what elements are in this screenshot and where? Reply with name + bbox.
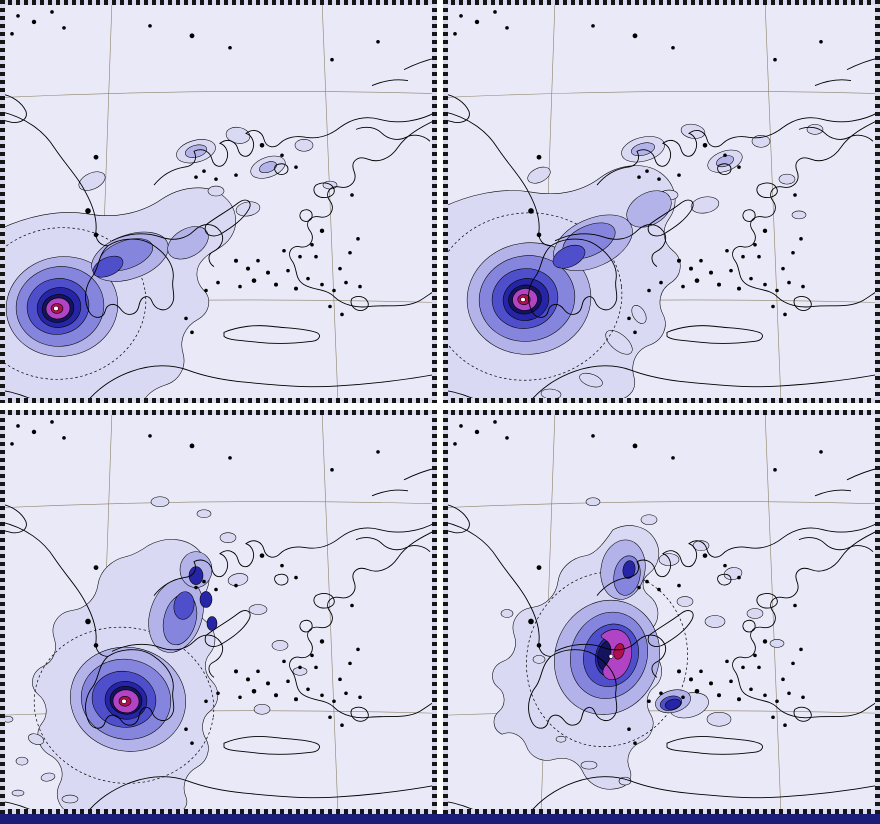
sea-background (443, 410, 880, 814)
tick-border-bottom (0, 809, 437, 814)
coastline-layer (443, 57, 880, 403)
contour-layer (443, 123, 824, 403)
tick-border-top (443, 0, 880, 5)
tick-border-left (0, 410, 5, 814)
tick-border-left (0, 0, 5, 403)
coastline-layer (0, 57, 437, 403)
tick-border-right (875, 410, 880, 814)
island-dots-layer (453, 10, 823, 335)
map-panel-lower-right (443, 410, 880, 814)
contour-layer (492, 497, 785, 790)
map-canvas-lower-right (443, 410, 880, 814)
tick-border-left (443, 0, 448, 403)
tick-border-bottom (0, 398, 437, 403)
map-canvas-upper-left (0, 0, 437, 403)
map-panel-upper-right (443, 0, 880, 403)
tick-border-top (0, 0, 437, 5)
tick-border-bottom (443, 809, 880, 814)
tick-border-right (432, 410, 437, 814)
map-panel-lower-left (0, 410, 437, 814)
tick-border-right (875, 0, 880, 403)
map-canvas-lower-left (0, 410, 437, 814)
map-canvas-upper-right (443, 0, 880, 403)
island-dots-layer (10, 420, 380, 745)
tick-border-bottom (443, 398, 880, 403)
island-dots-layer (453, 420, 823, 745)
tick-border-left (443, 410, 448, 814)
contour-layer (2, 496, 308, 814)
bottom-frame-bar (0, 814, 880, 824)
island-dots-layer (10, 10, 380, 335)
coastline-layer (443, 467, 880, 814)
tick-border-top (0, 410, 437, 415)
tick-border-top (443, 410, 880, 415)
tick-border-right (432, 0, 437, 403)
contour-layer (0, 126, 338, 403)
map-panel-upper-left (0, 0, 437, 403)
